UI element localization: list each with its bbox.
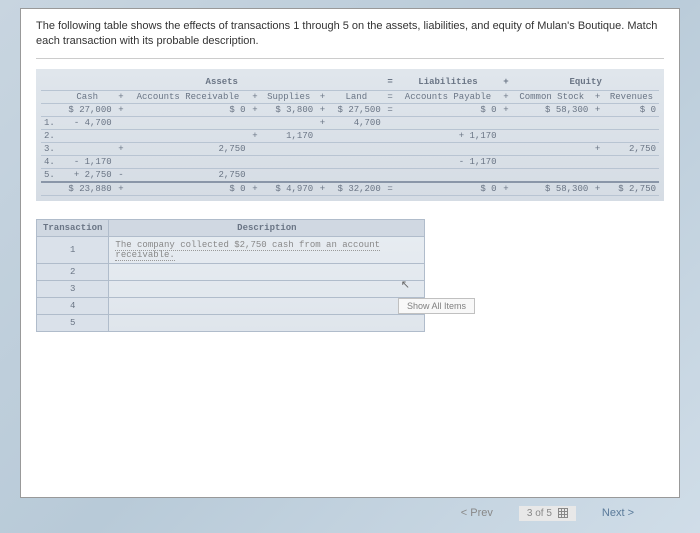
supplies-col: Supplies bbox=[261, 90, 316, 103]
table-row: 1.- 4,700+4,700 bbox=[41, 116, 659, 129]
equity-header: Equity bbox=[512, 74, 659, 91]
desc-row[interactable]: 2 bbox=[37, 263, 425, 280]
desc-row[interactable]: 3 bbox=[37, 280, 425, 297]
table-row: $ 27,000+$ 0+$ 3,800+$ 27,500=$ 0+$ 58,3… bbox=[41, 103, 659, 116]
table-row: 5.+ 2,750-2,750 bbox=[41, 168, 659, 182]
desc-text: The company collected $2,750 cash from a… bbox=[115, 240, 380, 261]
description-table-wrapper: Transaction Description 1The company col… bbox=[36, 219, 425, 332]
pager-text: 3 of 5 bbox=[527, 508, 552, 519]
desc-row[interactable]: 4 bbox=[37, 297, 425, 314]
table-row: 2.+1,170+ 1,170 bbox=[41, 129, 659, 142]
show-all-items-button[interactable]: Show All Items bbox=[398, 298, 475, 314]
cash-col: Cash bbox=[60, 90, 115, 103]
column-header-row: Cash + Accounts Receivable + Supplies + … bbox=[41, 90, 659, 103]
footer-nav: < Prev 3 of 5 Next > bbox=[455, 505, 640, 521]
grid-icon[interactable] bbox=[558, 508, 568, 518]
pager: 3 of 5 bbox=[519, 506, 576, 521]
rev-col: Revenues bbox=[604, 90, 659, 103]
desc-row[interactable]: 5 bbox=[37, 314, 425, 331]
prev-button[interactable]: < Prev bbox=[455, 505, 499, 521]
table-row: 3.+2,750+2,750 bbox=[41, 142, 659, 155]
stock-col: Common Stock bbox=[512, 90, 591, 103]
table-row: $ 23,880+$ 0+$ 4,970+$ 32,200=$ 0+$ 58,3… bbox=[41, 182, 659, 196]
desc-row[interactable]: 1The company collected $2,750 cash from … bbox=[37, 236, 425, 263]
description-header: Description bbox=[109, 219, 425, 236]
equals-sign: = bbox=[384, 74, 397, 91]
description-table: Transaction Description 1The company col… bbox=[36, 219, 425, 332]
table-row: 4.- 1,170- 1,170 bbox=[41, 155, 659, 168]
liabilities-header: Liabilities bbox=[396, 74, 499, 91]
land-col: Land bbox=[329, 90, 384, 103]
equation-table-wrapper: Assets = Liabilities + Equity Cash + Acc… bbox=[36, 69, 664, 201]
equation-table: Assets = Liabilities + Equity Cash + Acc… bbox=[41, 74, 659, 196]
plus-sign: + bbox=[500, 74, 513, 91]
instructions-text: The following table shows the effects of… bbox=[36, 19, 664, 59]
section-header-row: Assets = Liabilities + Equity bbox=[41, 74, 659, 91]
next-button[interactable]: Next > bbox=[596, 505, 640, 521]
transaction-header: Transaction bbox=[37, 219, 109, 236]
assets-header: Assets bbox=[60, 74, 384, 91]
ap-col: Accounts Payable bbox=[396, 90, 499, 103]
page-container: The following table shows the effects of… bbox=[20, 8, 680, 498]
cursor-icon: ↖ bbox=[401, 278, 410, 291]
ar-col: Accounts Receivable bbox=[127, 90, 248, 103]
